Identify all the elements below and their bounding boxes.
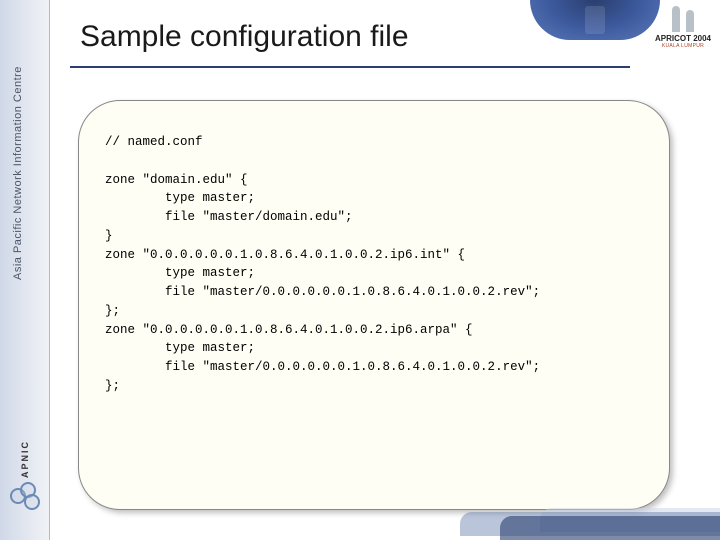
conference-name: APRICOT 2004: [654, 34, 712, 43]
code-line: file "master/0.0.0.0.0.0.1.0.8.6.4.0.1.0…: [105, 285, 540, 299]
towers-icon: [668, 4, 698, 32]
code-line: type master;: [105, 266, 255, 280]
apnic-logo-icon: [10, 482, 40, 512]
code-line: }: [105, 229, 113, 243]
code-line: };: [105, 379, 120, 393]
page-title: Sample configuration file: [80, 20, 409, 54]
code-line: file "master/domain.edu";: [105, 210, 353, 224]
apnic-logo: APNIC: [6, 440, 44, 530]
code-line: type master;: [105, 191, 255, 205]
code-line: zone "0.0.0.0.0.0.1.0.8.6.4.0.1.0.0.2.ip…: [105, 248, 465, 262]
title-underline: [70, 66, 630, 68]
code-line: // named.conf: [105, 135, 203, 149]
sidebar: Asia Pacific Network Information Centre …: [0, 0, 50, 540]
header-accent-shape: [530, 0, 660, 40]
code-line: file "master/0.0.0.0.0.0.1.0.8.6.4.0.1.0…: [105, 360, 540, 374]
apnic-logo-text: APNIC: [20, 440, 30, 478]
conference-location: KUALA LUMPUR: [654, 43, 712, 49]
code-line: type master;: [105, 341, 255, 355]
conference-logo: APRICOT 2004 KUALA LUMPUR: [654, 4, 712, 49]
code-line: zone "domain.edu" {: [105, 173, 248, 187]
content-panel: // named.conf zone "domain.edu" { type m…: [78, 100, 670, 510]
code-block: // named.conf zone "domain.edu" { type m…: [105, 133, 643, 396]
code-line: zone "0.0.0.0.0.0.1.0.8.6.4.0.1.0.0.2.ip…: [105, 323, 473, 337]
sidebar-org-label: Asia Pacific Network Information Centre: [12, 66, 24, 280]
code-line: };: [105, 304, 120, 318]
